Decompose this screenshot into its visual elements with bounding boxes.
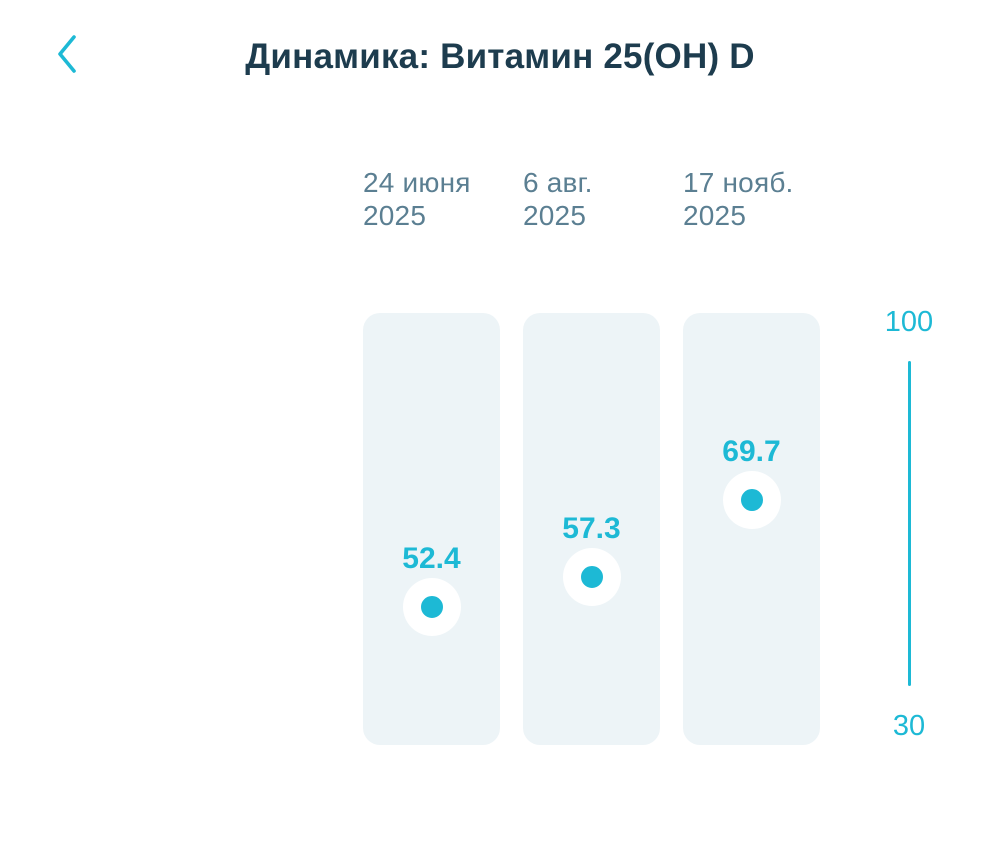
marker-halo	[562, 547, 621, 606]
marker-halo	[722, 471, 781, 529]
date-line-2: 2025	[523, 200, 587, 231]
value-label: 52.4	[402, 541, 461, 575]
axis-line	[907, 361, 911, 686]
value-label: 69.7	[722, 435, 781, 468]
date-line-1: 6 авг.	[523, 167, 593, 198]
column-track: 57.3	[523, 313, 660, 745]
data-point-marker: 57.3	[562, 512, 621, 606]
marker-dot-icon	[740, 489, 763, 511]
marker-halo	[402, 577, 461, 636]
chart-column-2: 6 авг. 2025 57.3	[523, 166, 660, 745]
chart-column-3: 17 нояб. 2025 69.7	[683, 166, 820, 745]
marker-dot-icon	[420, 595, 443, 618]
axis-min-label: 30	[892, 710, 926, 742]
date-label: 24 июня 2025	[363, 166, 500, 232]
date-line-1: 24 июня	[363, 167, 471, 198]
chevron-left-icon	[58, 35, 76, 73]
date-label: 6 авг. 2025	[523, 166, 660, 232]
chart-column-1: 24 июня 2025 52.4	[363, 166, 500, 745]
date-label: 17 нояб. 2025	[683, 166, 820, 232]
page-title: Динамика: Витамин 25(OH) D	[245, 37, 755, 76]
column-track: 69.7	[683, 313, 820, 745]
date-line-2: 2025	[363, 200, 427, 231]
date-line-1: 17 нояб.	[683, 167, 794, 198]
date-line-2: 2025	[683, 200, 747, 231]
column-track: 52.4	[363, 313, 500, 745]
y-axis: 100 30	[877, 306, 941, 743]
data-point-marker: 52.4	[402, 542, 461, 636]
data-point-marker: 69.7	[722, 435, 781, 529]
value-label: 57.3	[562, 511, 621, 545]
back-button[interactable]	[40, 22, 92, 86]
axis-max-label: 100	[884, 306, 934, 338]
marker-dot-icon	[580, 565, 603, 588]
